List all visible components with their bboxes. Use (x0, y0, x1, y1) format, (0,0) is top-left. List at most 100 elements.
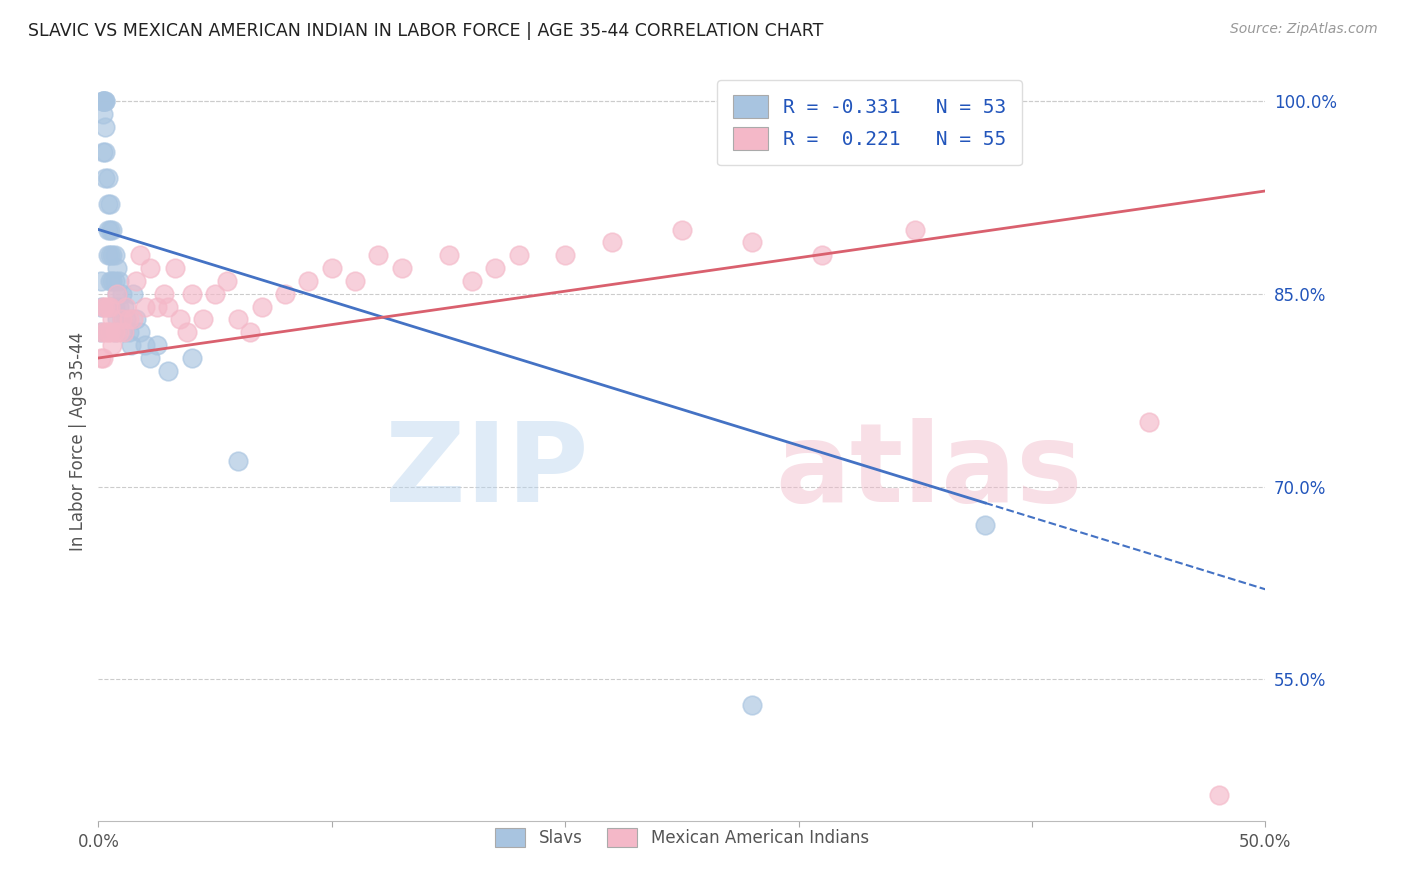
Text: SLAVIC VS MEXICAN AMERICAN INDIAN IN LABOR FORCE | AGE 35-44 CORRELATION CHART: SLAVIC VS MEXICAN AMERICAN INDIAN IN LAB… (28, 22, 824, 40)
Point (101, 300, 124, 314)
Point (134, 300, 156, 314)
Point (250, 300, 273, 314)
Text: Source: ZipAtlas.com: Source: ZipAtlas.com (1230, 22, 1378, 37)
Point (98, 300, 121, 314)
Point (104, 274, 127, 288)
Point (321, 261, 343, 276)
Point (554, 248, 576, 262)
Point (98, 326, 121, 340)
Text: ZIP: ZIP (385, 418, 589, 525)
Point (97, 171, 120, 186)
Point (97, 326, 120, 340)
Point (204, 286, 226, 301)
Point (297, 274, 319, 288)
Point (115, 300, 138, 314)
Point (90, 274, 112, 288)
Point (105, 286, 128, 301)
Point (391, 261, 413, 276)
Point (112, 326, 135, 340)
Point (91, 300, 114, 314)
Point (104, 248, 127, 262)
Text: atlas: atlas (775, 418, 1083, 525)
Point (111, 286, 134, 301)
Point (94, 94, 117, 108)
Point (115, 312, 138, 326)
Point (228, 454, 250, 468)
Point (165, 261, 187, 276)
Point (98, 196, 121, 211)
Point (741, 235, 763, 250)
Point (152, 286, 174, 301)
Point (180, 286, 202, 301)
Point (94, 145, 117, 160)
Point (125, 274, 148, 288)
Point (94, 120, 117, 134)
Point (108, 274, 131, 288)
Point (122, 312, 145, 326)
Point (484, 261, 506, 276)
Point (105, 286, 128, 301)
Point (108, 300, 131, 314)
Point (239, 326, 262, 340)
Point (97, 222, 120, 236)
Point (90, 351, 112, 365)
Point (134, 338, 156, 352)
Point (104, 326, 127, 340)
Point (146, 300, 169, 314)
Point (118, 326, 141, 340)
Point (97, 196, 120, 211)
Point (508, 248, 530, 262)
Point (974, 518, 997, 533)
Point (904, 222, 927, 236)
Point (122, 286, 145, 301)
Point (91, 107, 114, 121)
Point (176, 326, 198, 340)
Point (125, 312, 148, 326)
Point (600, 235, 623, 250)
Point (98, 300, 121, 314)
Point (129, 326, 152, 340)
Point (344, 274, 367, 288)
Point (129, 248, 152, 262)
Point (98, 248, 121, 262)
Point (139, 261, 162, 276)
Point (111, 312, 134, 326)
Point (169, 312, 191, 326)
Legend: Slavs, Mexican American Indians: Slavs, Mexican American Indians (488, 822, 876, 854)
Point (104, 300, 127, 314)
Point (671, 222, 693, 236)
Point (94, 326, 117, 340)
Point (94, 94, 117, 108)
Point (157, 364, 180, 378)
Point (1137, 415, 1160, 429)
Point (91, 94, 114, 108)
Point (437, 248, 460, 262)
Point (111, 312, 134, 326)
Point (118, 312, 141, 326)
Point (811, 248, 834, 262)
Point (101, 248, 124, 262)
Point (98, 274, 121, 288)
Point (180, 351, 202, 365)
Point (91, 351, 114, 365)
Point (1208, 788, 1230, 802)
Point (105, 261, 128, 276)
Point (112, 326, 135, 340)
Point (97, 300, 120, 314)
Point (461, 274, 484, 288)
Point (157, 300, 180, 314)
Point (112, 300, 135, 314)
Point (146, 338, 169, 352)
Point (101, 338, 124, 352)
Point (228, 312, 250, 326)
Point (105, 312, 128, 326)
Point (101, 274, 124, 288)
Point (193, 312, 215, 326)
Point (741, 698, 763, 712)
Point (101, 222, 124, 236)
Y-axis label: In Labor Force | Age 35-44: In Labor Force | Age 35-44 (69, 332, 87, 551)
Point (104, 326, 127, 340)
Point (91, 94, 114, 108)
Point (120, 338, 142, 352)
Point (98, 222, 121, 236)
